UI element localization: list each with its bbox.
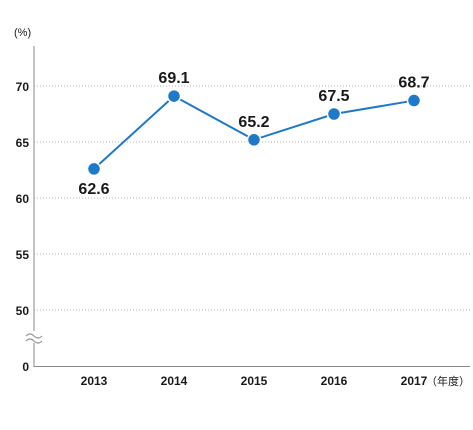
data-point-2014 — [166, 88, 182, 104]
data-point-2017 — [406, 93, 422, 108]
axis-break-mark — [25, 331, 43, 344]
series-line — [93, 94, 415, 170]
data-label-2014: 69.1 — [158, 70, 189, 87]
data-label-2016: 67.5 — [318, 88, 349, 105]
x-tick-label-2016: 2016 — [321, 374, 348, 388]
y-tick-label-50: 50 — [16, 304, 30, 318]
grid-lines — [34, 85, 470, 311]
series — [86, 88, 422, 177]
x-tick-label-2013: 2013 — [81, 374, 108, 388]
x-tick-label-2015: 2015 — [241, 374, 268, 388]
x-axis-unit-label: （年度） — [426, 374, 470, 388]
data-point-2013 — [86, 161, 102, 177]
data-label-2013: 62.6 — [78, 181, 109, 198]
axes — [25, 46, 470, 367]
y-tick-label-0: 0 — [22, 360, 29, 374]
data-point-2015 — [246, 132, 262, 148]
data-label-2017: 68.7 — [398, 75, 429, 92]
x-tick-label-2017: 2017 — [401, 374, 428, 388]
y-axis-unit-label: (%) — [14, 27, 31, 39]
y-tick-label-55: 55 — [16, 248, 30, 262]
data-point-2016 — [326, 106, 342, 122]
data-label-2015: 65.2 — [238, 114, 269, 131]
labels: (%) 70 65 60 55 50 0 2013 2014 2015 2016 2017（年度） 62… — [14, 27, 470, 388]
y-tick-label-60: 60 — [16, 192, 30, 206]
x-tick-label-2014: 2014 — [161, 374, 188, 388]
y-tick-label-65: 65 — [16, 136, 30, 150]
y-tick-label-70: 70 — [16, 80, 30, 94]
